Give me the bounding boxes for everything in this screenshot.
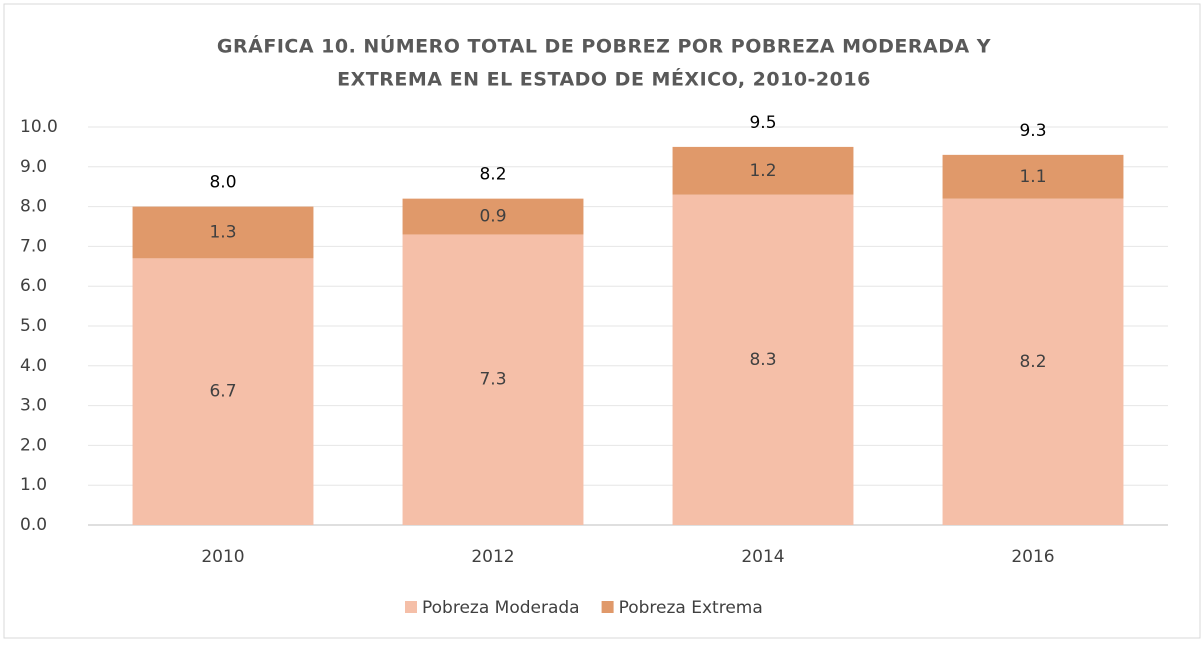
- bar-segment: [942, 154, 1124, 199]
- bar-segment: [672, 194, 854, 525]
- x-tick-label: 2016: [1011, 547, 1054, 567]
- legend-swatch: [601, 601, 614, 613]
- data-label: 6.7: [209, 382, 236, 402]
- x-tick-label: 2014: [741, 547, 784, 567]
- x-tick-label: 2012: [471, 547, 514, 567]
- y-tick-label: 4.0: [20, 356, 47, 376]
- chart-title: EXTREMA EN EL ESTADO DE MÉXICO, 2010-201…: [337, 68, 871, 91]
- bar-segment: [942, 198, 1124, 525]
- y-tick-label: 10.0: [20, 117, 58, 137]
- legend-label: Pobreza Extrema: [619, 598, 763, 618]
- total-label: 8.0: [209, 173, 236, 193]
- data-label: 1.2: [749, 161, 776, 181]
- y-tick-label: 3.0: [20, 396, 47, 416]
- data-label: 1.1: [1019, 167, 1046, 187]
- bar-segment: [132, 258, 314, 525]
- y-tick-label: 9.0: [20, 157, 47, 177]
- data-label: 1.3: [209, 222, 236, 242]
- bar-segment: [402, 234, 584, 525]
- y-tick-label: 2.0: [20, 435, 47, 455]
- x-tick-label: 2010: [201, 547, 244, 567]
- data-label: 0.9: [479, 207, 506, 227]
- y-tick-label: 0.0: [20, 515, 47, 535]
- total-label: 8.2: [479, 165, 506, 185]
- data-label: 7.3: [479, 370, 506, 390]
- y-tick-label: 1.0: [20, 475, 47, 495]
- legend-label: Pobreza Moderada: [422, 598, 580, 618]
- bar-segment: [132, 206, 314, 259]
- data-label: 8.2: [1019, 352, 1046, 372]
- data-label: 8.3: [749, 350, 776, 370]
- y-tick-label: 8.0: [20, 197, 47, 217]
- y-tick-label: 5.0: [20, 316, 47, 336]
- bar-segment: [672, 146, 854, 195]
- total-label: 9.3: [1019, 121, 1046, 141]
- y-tick-label: 6.0: [20, 276, 47, 296]
- total-label: 9.5: [749, 113, 776, 133]
- bar-segment: [402, 198, 584, 235]
- legend-swatch: [405, 601, 417, 613]
- y-tick-label: 7.0: [20, 236, 47, 256]
- chart-title: GRÁFICA 10. NÚMERO TOTAL DE POBREZ POR P…: [217, 34, 991, 58]
